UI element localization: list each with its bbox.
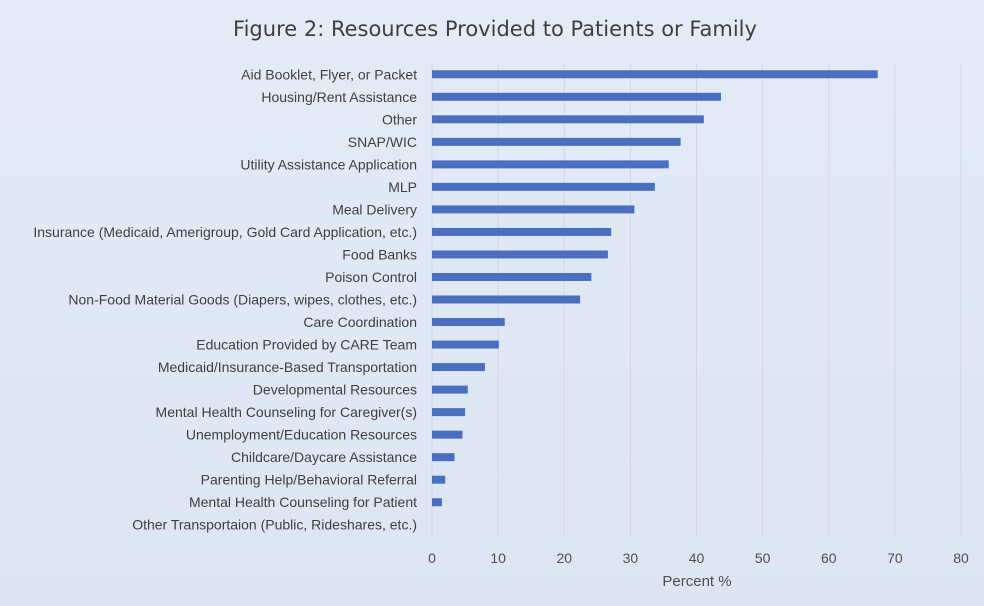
x-tick-label: 80 bbox=[953, 550, 969, 566]
bar bbox=[432, 453, 455, 462]
x-tick-labels: 0 10 20 30 40 50 60 70 80 bbox=[428, 550, 969, 566]
bar bbox=[432, 160, 669, 169]
category-label: Other Transportaion (Public, Rideshares,… bbox=[132, 517, 417, 533]
category-label: Aid Booklet, Flyer, or Packet bbox=[241, 66, 417, 82]
bar bbox=[432, 318, 505, 327]
category-label: Housing/Rent Assistance bbox=[261, 89, 417, 105]
category-label: SNAP/WIC bbox=[348, 134, 417, 150]
category-label: Food Banks bbox=[342, 246, 417, 262]
bar bbox=[432, 340, 499, 349]
category-label: Parenting Help/Behavioral Referral bbox=[201, 472, 417, 488]
bar bbox=[432, 272, 592, 281]
bar bbox=[432, 385, 468, 394]
x-tick-label: 10 bbox=[490, 550, 506, 566]
x-tick-label: 20 bbox=[556, 550, 572, 566]
bar bbox=[432, 115, 704, 124]
category-label: Utility Assistance Application bbox=[240, 156, 417, 172]
bar bbox=[432, 92, 721, 101]
bar bbox=[432, 475, 446, 484]
bar bbox=[432, 430, 463, 439]
bar bbox=[432, 70, 878, 79]
x-axis-title: Percent % bbox=[662, 573, 731, 590]
bar bbox=[432, 295, 581, 304]
bar bbox=[432, 227, 612, 236]
bar bbox=[432, 182, 655, 191]
category-label: Insurance (Medicaid, Amerigroup, Gold Ca… bbox=[33, 224, 417, 240]
category-labels: Aid Booklet, Flyer, or Packet Housing/Ren… bbox=[33, 66, 417, 532]
category-label: Care Coordination bbox=[303, 314, 417, 330]
bar bbox=[432, 205, 635, 214]
bar bbox=[432, 363, 485, 372]
category-label: Unemployment/Education Resources bbox=[186, 427, 417, 443]
bar bbox=[432, 250, 608, 259]
category-label: Childcare/Daycare Assistance bbox=[231, 449, 417, 465]
category-label: Non-Food Material Goods (Diapers, wipes,… bbox=[68, 292, 417, 308]
x-tick-label: 40 bbox=[689, 550, 705, 566]
category-label: Education Provided by CARE Team bbox=[196, 337, 417, 353]
x-tick-label: 70 bbox=[887, 550, 903, 566]
chart-title: Figure 2: Resources Provided to Patients… bbox=[233, 17, 757, 41]
x-tick-label: 0 bbox=[428, 550, 436, 566]
category-label: Mental Health Counseling for Caregiver(s… bbox=[156, 404, 417, 420]
x-tick-label: 30 bbox=[623, 550, 639, 566]
category-label: Other bbox=[382, 111, 417, 127]
x-tick-label: 60 bbox=[821, 550, 837, 566]
bar bbox=[432, 408, 466, 417]
x-tick-label: 50 bbox=[755, 550, 771, 566]
category-label: Poison Control bbox=[325, 269, 417, 285]
category-label: Medicaid/Insurance-Based Transportation bbox=[158, 359, 417, 375]
category-label: MLP bbox=[388, 179, 417, 195]
bars bbox=[432, 70, 878, 507]
bar bbox=[432, 137, 681, 146]
bar bbox=[432, 498, 442, 507]
category-label: Meal Delivery bbox=[332, 201, 417, 217]
category-label: Mental Health Counseling for Patient bbox=[189, 494, 417, 510]
category-label: Developmental Resources bbox=[253, 382, 417, 398]
